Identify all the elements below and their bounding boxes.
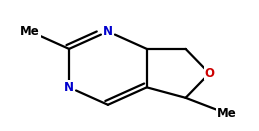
Text: Me: Me — [217, 107, 236, 120]
Text: Me: Me — [20, 25, 40, 38]
Text: O: O — [204, 67, 214, 80]
Text: N: N — [103, 25, 113, 38]
Text: N: N — [64, 81, 74, 94]
